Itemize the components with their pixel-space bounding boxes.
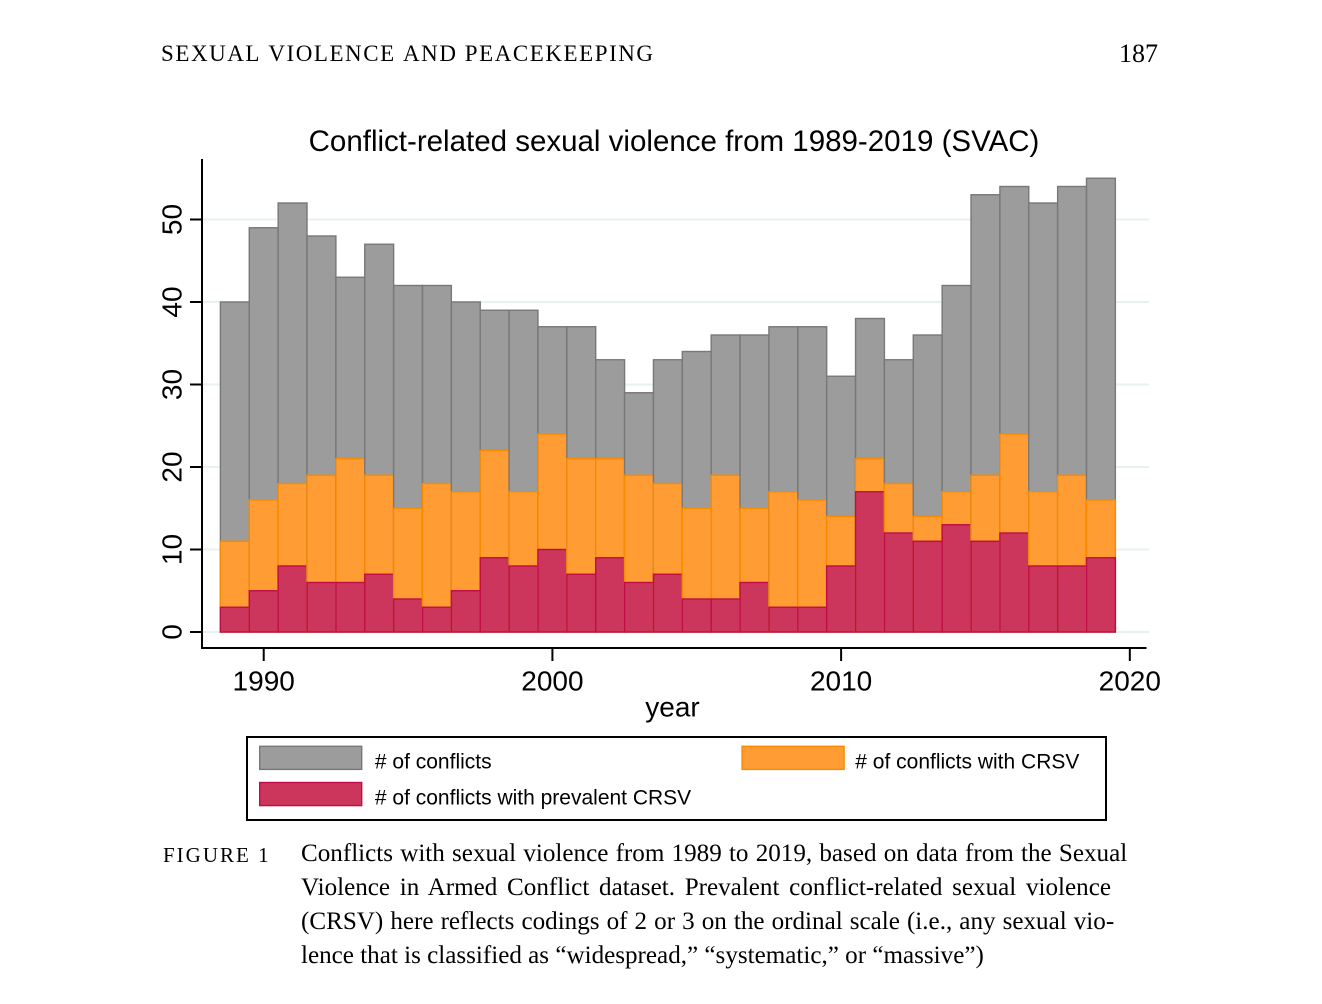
svg-text:year: year (645, 692, 699, 723)
svg-text:1990: 1990 (233, 666, 295, 697)
svg-text:# of conflicts with CRSV: # of conflicts with CRSV (855, 751, 1079, 774)
svg-text:0: 0 (157, 624, 188, 640)
svg-text:30: 30 (157, 369, 188, 400)
svg-text:# of conflicts: # of conflicts (375, 751, 492, 774)
svg-text:50: 50 (157, 204, 188, 235)
svg-text:2020: 2020 (1099, 666, 1161, 697)
svg-text:Conflict-related sexual violen: Conflict-related sexual violence from 19… (309, 125, 1040, 158)
svg-text:# of conflicts with prevalent: # of conflicts with prevalent CRSV (375, 787, 691, 810)
svg-text:40: 40 (157, 286, 188, 317)
svg-text:10: 10 (157, 534, 188, 565)
svg-text:2010: 2010 (810, 666, 872, 697)
svg-text:20: 20 (157, 451, 188, 482)
svg-text:2000: 2000 (521, 666, 583, 697)
